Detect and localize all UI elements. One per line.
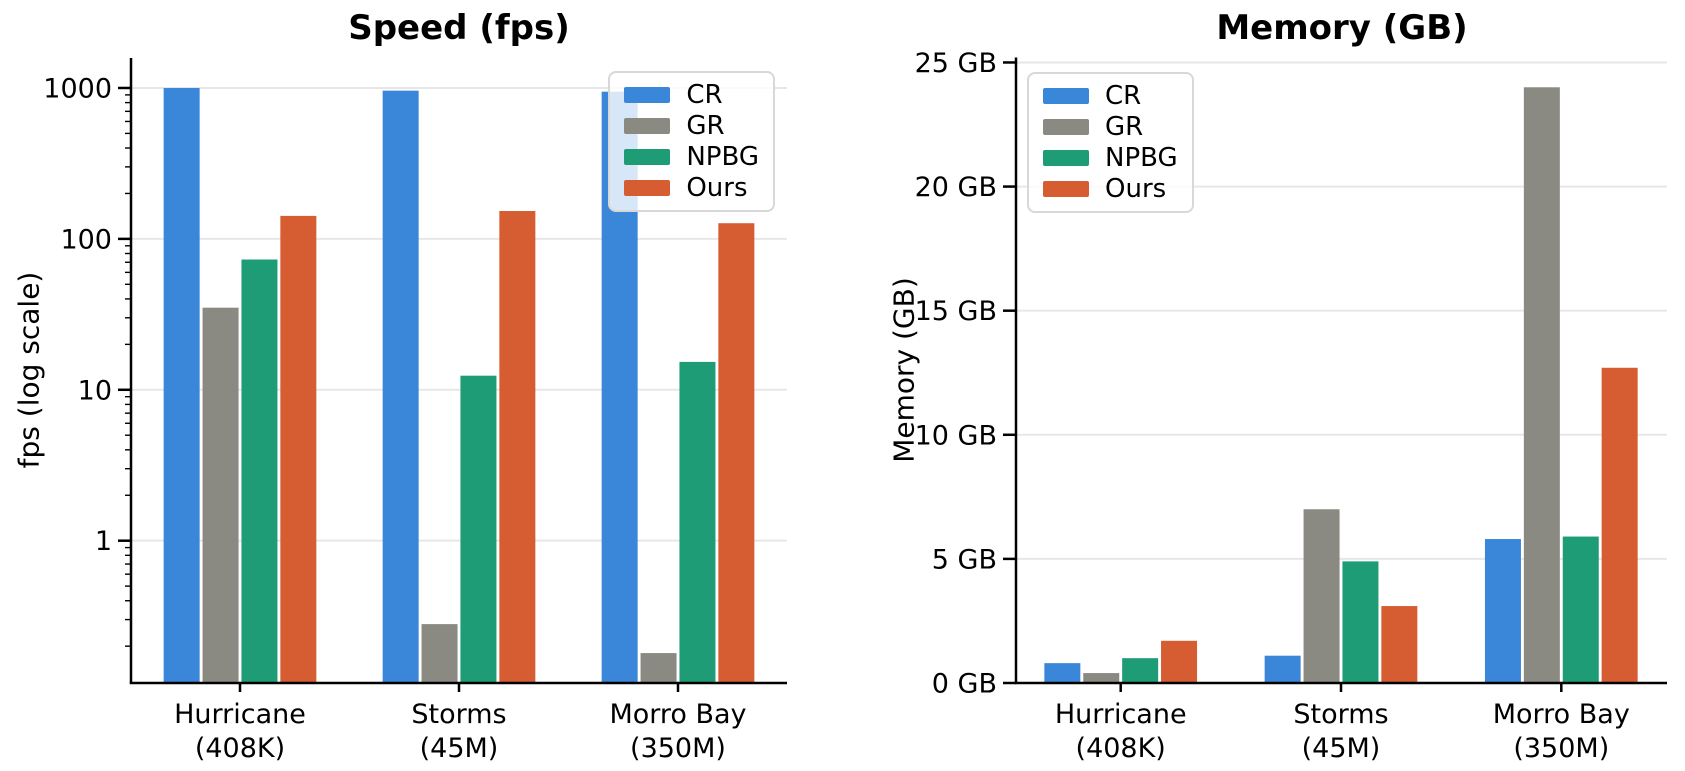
speed-y-tick-label: 100 bbox=[60, 224, 112, 255]
memory-x-tick-label-line2: (350M) bbox=[1513, 733, 1609, 764]
bar-memory-morro-bay-gr bbox=[1523, 87, 1560, 684]
bar-memory-storms-gr bbox=[1303, 509, 1340, 683]
bar-memory-storms-ours bbox=[1381, 606, 1418, 683]
memory-x-tick-label-line1: Storms bbox=[1293, 699, 1388, 730]
speed-chart-title: Speed (fps) bbox=[348, 8, 570, 48]
speed-y-tick-label: 1000 bbox=[43, 73, 112, 104]
bar-speed-storms-cr bbox=[382, 90, 419, 683]
legend-item-npbg: NPBG bbox=[624, 143, 759, 171]
legend-item-gr: GR bbox=[1043, 113, 1178, 141]
speed-x-tick-label-line1: Storms bbox=[411, 699, 506, 730]
memory-x-tick-label-line2: (408K) bbox=[1076, 733, 1166, 764]
speed-x-tick-label-line1: Hurricane bbox=[174, 699, 306, 730]
bar-speed-hurricane-npbg bbox=[241, 259, 278, 683]
legend-swatch-gr bbox=[624, 118, 671, 134]
legend-swatch-cr bbox=[1043, 88, 1089, 104]
legend-label-ours: Ours bbox=[1105, 174, 1167, 204]
bar-speed-hurricane-ours bbox=[280, 215, 317, 683]
memory-chart-title: Memory (GB) bbox=[1216, 8, 1468, 48]
bar-speed-morro-bay-npbg bbox=[679, 361, 716, 683]
legend-swatch-ours bbox=[1043, 181, 1089, 197]
speed-x-tick-label-line1: Morro Bay bbox=[609, 699, 746, 730]
memory-y-tick-label: 25 GB bbox=[915, 48, 997, 79]
speed-y-tick-label: 10 bbox=[78, 375, 112, 406]
memory-y-tick-label: 5 GB bbox=[932, 544, 997, 575]
legend-swatch-npbg bbox=[624, 149, 671, 165]
speed-x-tick-label-line2: (45M) bbox=[420, 733, 499, 764]
speed-y-tick-label: 1 bbox=[95, 526, 112, 557]
legend-swatch-gr bbox=[1043, 119, 1089, 135]
legend-label-ours: Ours bbox=[686, 173, 748, 203]
legend-item-cr: CR bbox=[624, 81, 759, 109]
legend-label-npbg: NPBG bbox=[686, 142, 759, 172]
speed-x-tick-label-line2: (350M) bbox=[630, 733, 726, 764]
bar-memory-hurricane-npbg bbox=[1122, 658, 1159, 683]
memory-x-tick-label-line1: Morro Bay bbox=[1493, 699, 1630, 730]
memory-y-axis-label: Memory (GB) bbox=[887, 277, 921, 463]
legend-item-cr: CR bbox=[1043, 82, 1178, 110]
bar-memory-storms-npbg bbox=[1342, 561, 1379, 683]
memory-y-tick-label: 20 GB bbox=[915, 172, 997, 203]
speed-legend: CR GR NPBG Ours bbox=[608, 71, 775, 212]
bar-memory-hurricane-ours bbox=[1161, 640, 1198, 683]
bar-speed-storms-gr bbox=[421, 624, 458, 683]
legend-swatch-ours bbox=[624, 180, 671, 196]
memory-plot-area: 0 GB 5 GB 10 GB 15 GB 20 GB 25 GB Hurricane(40… bbox=[915, 48, 1667, 764]
bar-speed-storms-npbg bbox=[460, 375, 497, 683]
bar-memory-morro-bay-npbg bbox=[1562, 536, 1599, 683]
legend-label-npbg: NPBG bbox=[1105, 143, 1178, 173]
bar-speed-morro-bay-ours bbox=[718, 223, 755, 683]
memory-y-tick-label: 15 GB bbox=[915, 296, 997, 327]
memory-y-tick-label: 0 GB bbox=[932, 669, 997, 700]
legend-label-cr: CR bbox=[686, 80, 723, 110]
legend-item-gr: GR bbox=[624, 112, 759, 140]
bar-memory-hurricane-cr bbox=[1044, 663, 1081, 683]
memory-y-tick-label: 10 GB bbox=[915, 420, 997, 451]
legend-label-cr: CR bbox=[1105, 81, 1142, 111]
bar-speed-hurricane-gr bbox=[202, 307, 239, 683]
legend-swatch-cr bbox=[624, 87, 671, 103]
legend-label-gr: GR bbox=[686, 111, 725, 141]
bar-memory-storms-cr bbox=[1264, 655, 1301, 683]
memory-x-tick-label-line2: (45M) bbox=[1302, 733, 1381, 764]
speed-x-tick-label-line2: (408K) bbox=[195, 733, 285, 764]
bar-memory-morro-bay-cr bbox=[1484, 539, 1521, 683]
speed-y-axis-label: fps (log scale) bbox=[12, 271, 46, 469]
legend-item-ours: Ours bbox=[624, 174, 759, 202]
bar-speed-morro-bay-gr bbox=[640, 653, 677, 683]
bar-speed-storms-ours bbox=[499, 211, 536, 683]
bar-memory-morro-bay-ours bbox=[1601, 367, 1638, 683]
legend-item-npbg: NPBG bbox=[1043, 144, 1178, 172]
legend-label-gr: GR bbox=[1105, 112, 1144, 142]
legend-item-ours: Ours bbox=[1043, 175, 1178, 203]
legend-swatch-npbg bbox=[1043, 150, 1089, 166]
bar-speed-hurricane-cr bbox=[163, 87, 200, 684]
memory-x-tick-label-line1: Hurricane bbox=[1055, 699, 1187, 730]
bar-memory-hurricane-gr bbox=[1083, 673, 1120, 683]
memory-legend: CR GR NPBG Ours bbox=[1027, 72, 1194, 213]
